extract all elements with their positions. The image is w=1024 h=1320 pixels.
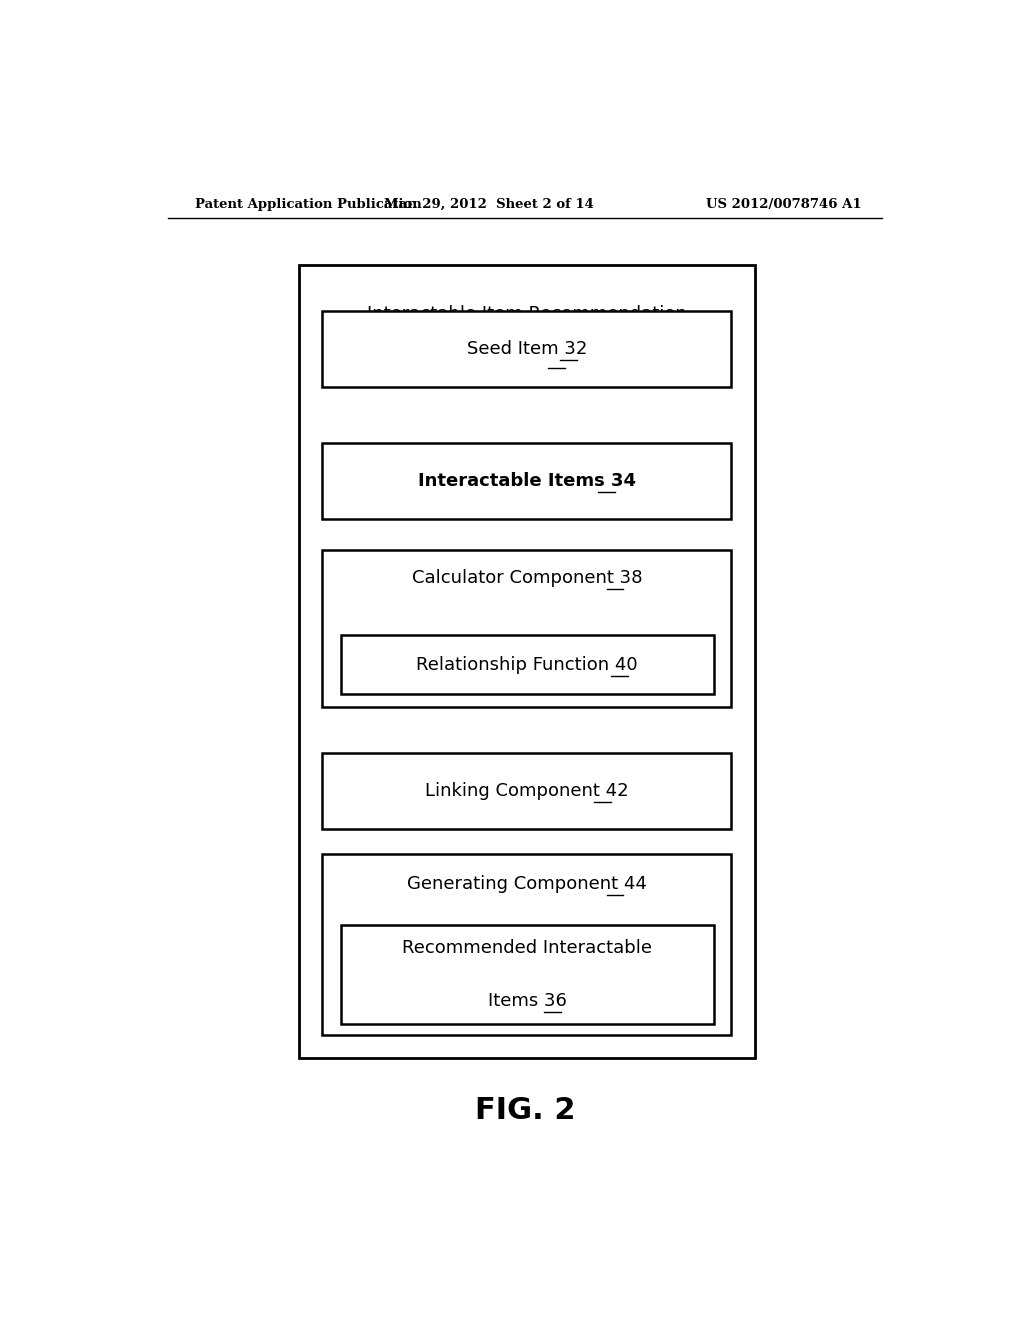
Text: Engine 30: Engine 30 [481,347,571,366]
FancyBboxPatch shape [323,312,731,387]
Text: US 2012/0078746 A1: US 2012/0078746 A1 [707,198,862,211]
Text: Interactable Item Recommendation: Interactable Item Recommendation [367,305,687,323]
FancyBboxPatch shape [341,925,714,1024]
FancyBboxPatch shape [299,265,755,1057]
Text: Items 36: Items 36 [487,993,566,1010]
FancyBboxPatch shape [323,444,731,519]
FancyBboxPatch shape [323,549,731,708]
Text: Linking Component 42: Linking Component 42 [425,783,629,800]
Text: Patent Application Publication: Patent Application Publication [196,198,422,211]
Text: Calculator Component 38: Calculator Component 38 [412,569,642,587]
FancyBboxPatch shape [323,752,731,829]
Text: Relationship Function 40: Relationship Function 40 [417,656,638,673]
Text: Recommended Interactable: Recommended Interactable [402,939,652,957]
FancyBboxPatch shape [341,635,714,694]
FancyBboxPatch shape [323,854,731,1035]
Text: Interactable Items 34: Interactable Items 34 [418,473,636,490]
Text: FIG. 2: FIG. 2 [474,1097,575,1125]
Text: Seed Item 32: Seed Item 32 [467,341,587,358]
Text: Mar. 29, 2012  Sheet 2 of 14: Mar. 29, 2012 Sheet 2 of 14 [384,198,594,211]
Text: Generating Component 44: Generating Component 44 [407,875,647,894]
